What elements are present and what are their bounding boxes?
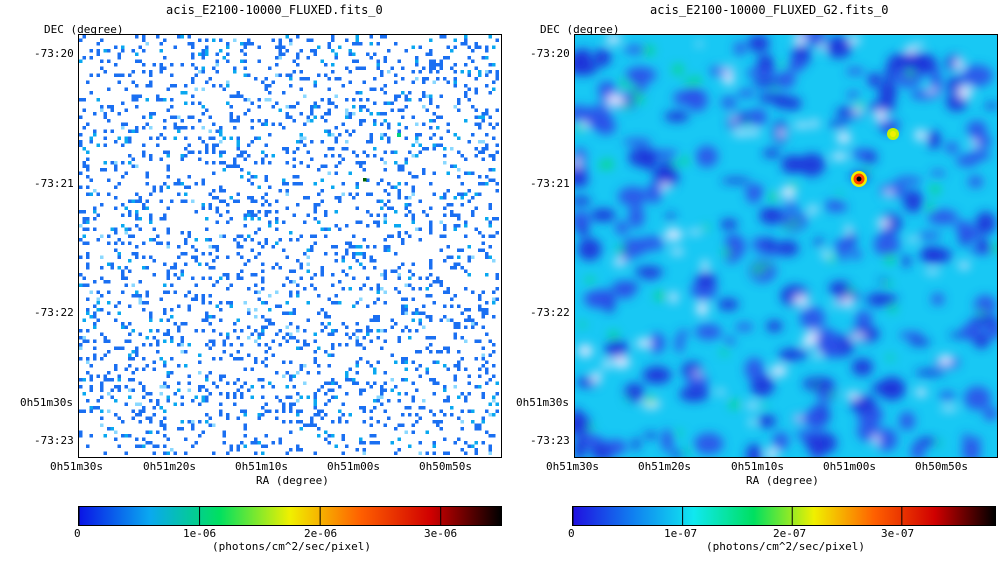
left-title: acis_E2100-10000_FLUXED.fits_0 — [166, 3, 383, 17]
right-title: acis_E2100-10000_FLUXED_G2.fits_0 — [650, 3, 889, 17]
right-y-axis-label: DEC (degree) — [540, 23, 620, 36]
right-y-tick-3: -73:22 — [530, 306, 570, 319]
left-source-1 — [397, 133, 401, 137]
right-x-tick-1: 0h51m30s — [546, 460, 599, 473]
right-cbar-tick-2: 1e-07 — [664, 527, 698, 540]
left-y-tick-4: 0h51m30s — [20, 396, 73, 409]
right-x-tick-5: 0h50m50s — [915, 460, 968, 473]
right-cbar-tick-3: 2e-07 — [773, 527, 807, 540]
right-cbar-tick-4: 3e-07 — [881, 527, 915, 540]
left-x-tick-5: 0h50m50s — [419, 460, 472, 473]
right-heatmap — [575, 35, 997, 457]
left-x-tick-2: 0h51m20s — [143, 460, 196, 473]
left-x-tick-3: 0h51m10s — [235, 460, 288, 473]
left-y-tick-2: -73:21 — [34, 177, 74, 190]
right-blobs — [575, 35, 997, 457]
left-y-axis-label: DEC (degree) — [44, 23, 124, 36]
left-pixels — [79, 35, 499, 455]
left-background — [79, 35, 501, 457]
right-x-tick-4: 0h51m00s — [823, 460, 876, 473]
right-y-tick-4: 0h51m30s — [516, 396, 569, 409]
left-x-tick-4: 0h51m00s — [327, 460, 380, 473]
right-source-1-core — [856, 176, 862, 182]
left-y-tick-3: -73:22 — [34, 306, 74, 319]
right-sources — [851, 128, 899, 187]
right-y-tick-5: -73:23 — [530, 434, 570, 447]
right-cbar-tick-1: 0 — [568, 527, 575, 540]
left-y-tick-5: -73:23 — [34, 434, 74, 447]
left-cbar-tick-3: 2e-06 — [304, 527, 338, 540]
colorbar-gradient — [79, 507, 501, 525]
right-x-tick-3: 0h51m10s — [731, 460, 784, 473]
left-heatmap — [79, 35, 501, 457]
left-cbar-tick-2: 1e-06 — [183, 527, 217, 540]
right-y-tick-1: -73:20 — [530, 47, 570, 60]
right-x-tick-2: 0h51m20s — [638, 460, 691, 473]
left-colorbar — [78, 506, 502, 526]
right-image-plot[interactable] — [574, 34, 998, 458]
left-cbar-tick-4: 3e-06 — [424, 527, 458, 540]
right-cbar-label: (photons/cm^2/sec/pixel) — [706, 540, 865, 553]
left-source-2 — [363, 178, 367, 182]
left-x-tick-1: 0h51m30s — [50, 460, 103, 473]
right-colorbar — [572, 506, 996, 526]
right-y-tick-2: -73:21 — [530, 177, 570, 190]
left-cbar-tick-1: 0 — [74, 527, 81, 540]
left-image-plot[interactable] — [78, 34, 502, 458]
left-cbar-label: (photons/cm^2/sec/pixel) — [212, 540, 371, 553]
right-source-2-core — [890, 131, 896, 137]
left-y-tick-1: -73:20 — [34, 47, 74, 60]
left-x-axis-label: RA (degree) — [256, 474, 329, 487]
colorbar-gradient — [573, 507, 995, 525]
right-x-axis-label: RA (degree) — [746, 474, 819, 487]
